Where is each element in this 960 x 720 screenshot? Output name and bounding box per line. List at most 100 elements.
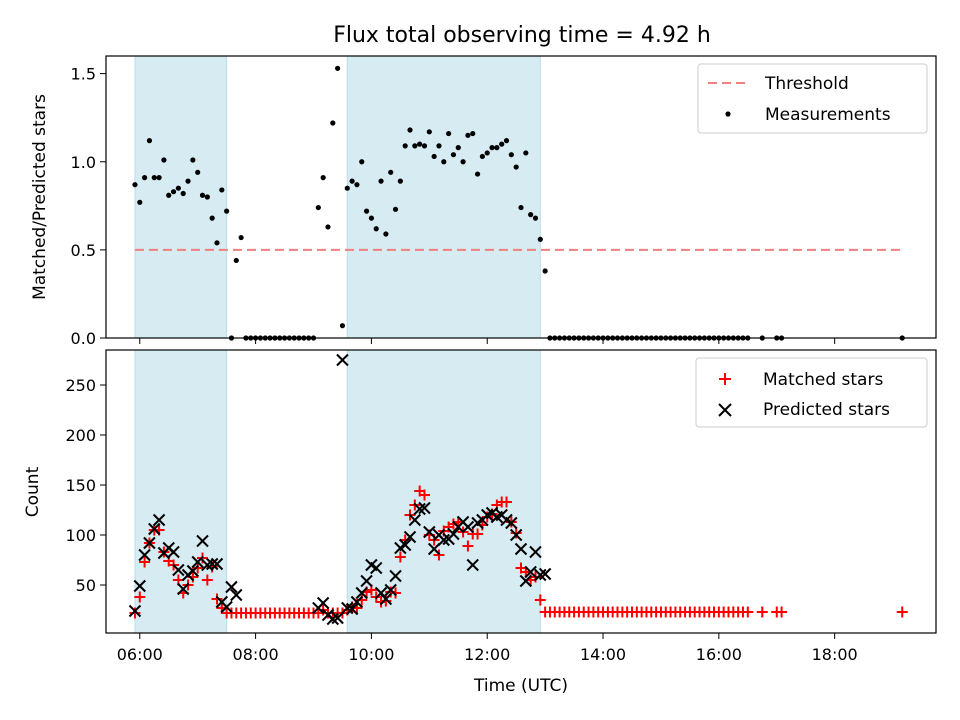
predicted-star-point	[336, 353, 349, 367]
predicted-star-point	[466, 558, 479, 572]
predicted-star-point	[355, 586, 368, 600]
measurement-point	[537, 236, 543, 242]
matched-star-point	[394, 551, 406, 563]
legend-matched-marker	[719, 373, 731, 385]
legend-predicted-label: Predicted stars	[763, 400, 890, 420]
y-tick-label: 150	[65, 476, 96, 495]
matched-star-point	[501, 496, 513, 508]
measurement-point	[344, 185, 350, 191]
matched-star-point	[896, 606, 908, 618]
y-tick-label: 50	[76, 576, 96, 595]
measurement-point	[233, 257, 239, 264]
matched-star-point	[756, 606, 768, 618]
measurement-point	[238, 234, 244, 241]
top-plot-frame	[105, 55, 937, 339]
measurement-point	[489, 145, 495, 151]
predicted-star-point	[370, 561, 383, 575]
measurement-point	[195, 169, 201, 175]
matched-star-point	[390, 587, 402, 599]
measurement-point	[431, 153, 437, 160]
matched-star-point	[418, 489, 430, 501]
measurement-point	[508, 152, 514, 158]
measurement-point	[513, 164, 519, 170]
predicted-star-point	[186, 564, 200, 578]
predicted-star-point	[389, 569, 402, 583]
predicted-star-point	[133, 579, 146, 593]
predicted-star-point	[138, 548, 151, 562]
measurement-point	[190, 157, 196, 163]
measurement-point	[354, 182, 360, 188]
measurement-point	[335, 65, 341, 71]
predicted-star-point	[167, 545, 180, 559]
measurement-point	[156, 175, 162, 181]
predicted-star-point	[447, 527, 460, 541]
bottom-axes: 50 100 150 200 250 06:00 08:00 10:00 12:00 14:00…	[65, 349, 937, 664]
matched-star-point	[129, 607, 141, 619]
measurement-point	[503, 138, 510, 144]
measurement-point	[175, 185, 181, 191]
measurement-point	[224, 208, 230, 214]
legend-measurements-label: Measurements	[765, 105, 891, 125]
measurement-point	[518, 204, 524, 211]
measurement-point	[166, 192, 172, 198]
matched-star-point	[134, 591, 146, 603]
matched-star-point	[139, 556, 151, 568]
y-tick-label: 250	[65, 376, 96, 395]
predicted-star-point	[220, 600, 233, 614]
predicted-star-point	[519, 574, 533, 588]
x-tick-label: 16:00	[696, 645, 742, 664]
measurement-point	[542, 268, 548, 274]
measurement-point	[494, 145, 500, 151]
predicted-star-point	[210, 557, 224, 571]
predicted-star-point	[331, 611, 344, 625]
predicted-star-point	[505, 516, 518, 530]
measurement-point	[455, 145, 461, 151]
predicted-star-point	[384, 583, 397, 597]
predicted-star-point	[418, 501, 431, 515]
measurement-point	[397, 178, 403, 184]
x-axis-label: Time (UTC)	[473, 676, 568, 696]
predicted-star-point	[196, 534, 209, 548]
matched-star-point	[462, 540, 474, 552]
matched-star-point	[211, 593, 223, 605]
predicted-star-point	[225, 580, 238, 594]
measurement-point	[523, 150, 529, 156]
predicted-star-point	[326, 612, 340, 626]
predicted-star-point	[423, 525, 436, 539]
y-tick-label: 100	[65, 526, 96, 545]
matched-star-point	[447, 518, 459, 530]
measurement-point	[479, 153, 485, 160]
y-tick-label: 0.0	[71, 329, 96, 348]
top-legend: Threshold Measurements	[697, 63, 928, 134]
measurement-point	[532, 215, 539, 221]
measurement-point	[402, 143, 408, 149]
measurement-point	[373, 226, 379, 232]
x-tick-label: 12:00	[464, 645, 510, 664]
legend-measurements-marker	[725, 111, 731, 117]
predicted-star-point	[191, 555, 204, 569]
predicted-star-point	[345, 602, 359, 616]
measurement-point	[412, 143, 418, 149]
predicted-star-point	[360, 574, 373, 588]
measurement-point	[528, 212, 534, 218]
measurement-point	[436, 143, 442, 149]
bottom-plot-frame	[105, 349, 937, 634]
predicted-star-point	[534, 568, 547, 582]
measurement-point	[446, 130, 452, 137]
predicted-star-point	[230, 588, 243, 602]
measurement-point	[392, 206, 399, 212]
measurement-point	[142, 175, 148, 181]
measurement-point	[383, 231, 389, 237]
bottom-legend-box	[695, 357, 928, 428]
legend-matched-label: Matched stars	[763, 370, 883, 390]
matched-star-point	[201, 574, 213, 586]
measurement-point	[209, 215, 215, 221]
bottom-y-axis-label: Count	[23, 466, 43, 517]
predicted-star-point	[172, 563, 185, 577]
top-legend-box	[697, 63, 928, 134]
predicted-star-point	[177, 582, 190, 596]
predicted-star-point	[538, 567, 552, 581]
measurement-point	[363, 208, 370, 214]
measurement-point	[204, 194, 210, 200]
predicted-star-point	[152, 513, 166, 527]
